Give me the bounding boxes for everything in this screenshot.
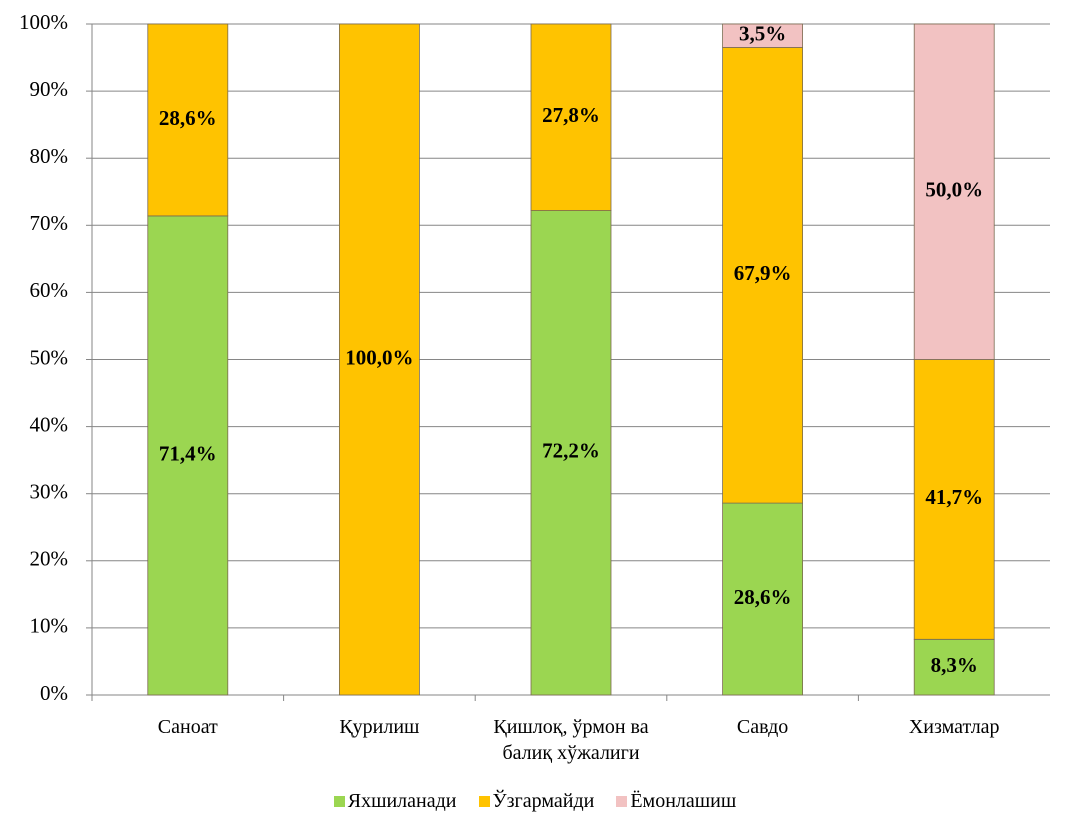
legend-swatch — [478, 796, 490, 807]
value-label: 28,6% — [734, 585, 792, 609]
value-label: 50,0% — [925, 178, 983, 202]
legend-label: Яхшиланади — [347, 790, 457, 812]
x-tick-label: Хизматлар — [908, 716, 1000, 738]
y-tick-label: 0% — [40, 681, 68, 705]
y-tick-label: 40% — [30, 412, 69, 436]
bar-segment — [338, 23, 420, 696]
value-label: 27,8% — [542, 103, 600, 127]
legend-swatch — [616, 796, 628, 807]
value-label: 67,9% — [734, 261, 792, 285]
legend-item: Ёмонлашиш — [616, 790, 736, 813]
y-tick-label: 50% — [30, 345, 69, 369]
legend-item: Ўзгармайди — [478, 790, 595, 813]
bar-segment — [722, 23, 803, 48]
value-label: 41,7% — [925, 485, 983, 509]
value-label: 72,2% — [542, 439, 600, 463]
legend-swatch — [333, 796, 345, 807]
y-tick-label: 10% — [30, 614, 69, 638]
legend: Яхшиланади Ўзгармайди Ёмонлашиш — [0, 790, 1070, 813]
value-label: 8,3% — [931, 653, 978, 677]
legend-label: Ўзгармайди — [492, 790, 595, 812]
y-tick-label: 80% — [30, 144, 69, 168]
y-tick-label: 100% — [19, 10, 68, 34]
bar-segment — [913, 638, 995, 696]
x-tick-label: Қишлоқ, ўрмон ва балиқ хўжалиги — [493, 716, 649, 764]
bar-segment — [147, 23, 229, 217]
bar-segment — [722, 502, 803, 696]
y-tick-label: 30% — [30, 480, 69, 504]
value-label: 100,0% — [345, 345, 413, 369]
x-tick-label: Саноат — [157, 716, 218, 738]
legend-item: Яхшиланади — [333, 790, 457, 813]
value-label: 3,5% — [739, 22, 786, 46]
y-tick-label: 70% — [30, 211, 69, 235]
y-tick-label: 60% — [30, 278, 69, 302]
x-tick-label: Қурилиш — [339, 716, 420, 738]
y-tick-label: 90% — [30, 77, 69, 101]
y-tick-label: 20% — [30, 547, 69, 571]
bar-segment — [530, 23, 612, 211]
bar-segment — [722, 47, 803, 504]
bar-segment — [530, 210, 612, 696]
value-label: 71,4% — [159, 441, 217, 465]
bar-segment — [913, 23, 995, 360]
bar-segment — [913, 359, 995, 640]
legend-label: Ёмонлашиш — [630, 790, 737, 812]
value-label: 28,6% — [159, 106, 217, 130]
x-tick-label: Савдо — [736, 716, 789, 738]
